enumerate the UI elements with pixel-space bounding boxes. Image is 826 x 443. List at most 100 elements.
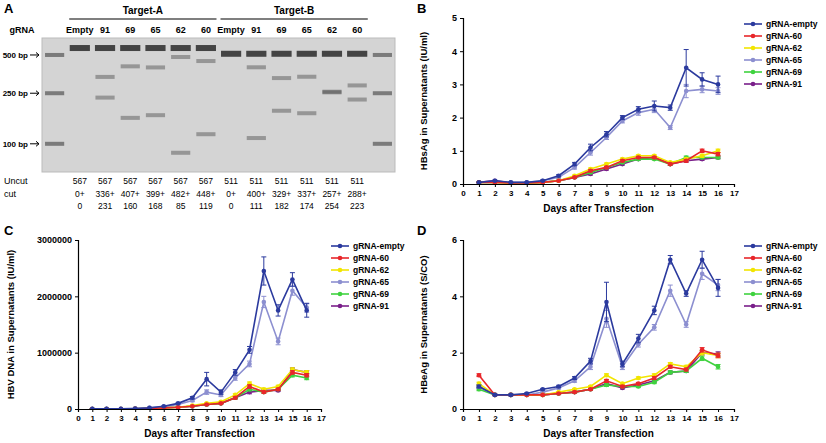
cut-band bbox=[322, 90, 341, 94]
x-tick-label: 3 bbox=[119, 414, 124, 423]
series-point bbox=[477, 384, 482, 389]
cut-size: 223 bbox=[350, 201, 364, 211]
x-tick-mark bbox=[235, 409, 236, 412]
uncut-size: 567 bbox=[73, 176, 87, 186]
uncut-band bbox=[297, 51, 317, 57]
series-point bbox=[700, 153, 705, 158]
x-tick: 13 bbox=[666, 409, 675, 423]
x-tick-mark bbox=[670, 409, 671, 412]
x-axis: 01234567891011121314151617 bbox=[461, 409, 739, 423]
series-point bbox=[620, 384, 625, 389]
series-point bbox=[540, 393, 545, 398]
error-bar bbox=[700, 348, 705, 353]
series-point bbox=[290, 370, 295, 375]
series-point bbox=[668, 370, 673, 375]
x-tick: 13 bbox=[666, 184, 675, 198]
error-bar bbox=[276, 305, 281, 316]
legend-marker bbox=[751, 34, 756, 39]
error-bar bbox=[204, 372, 209, 386]
cut-size: 174 bbox=[300, 201, 314, 211]
series-point bbox=[133, 406, 138, 409]
legend: gRNA-emptygRNA-60gRNA-62gRNA-65gRNA-69gR… bbox=[744, 19, 818, 89]
series-point bbox=[700, 257, 705, 262]
figure: A500 bp250 bp100 bpgRNAUncutcutTarget-AE… bbox=[0, 0, 826, 443]
series-point bbox=[604, 383, 609, 388]
uncut-size: 511 bbox=[300, 176, 314, 186]
x-tick-label: 4 bbox=[525, 414, 530, 423]
x-tick: 13 bbox=[260, 409, 269, 423]
x-tick: 5 bbox=[541, 409, 546, 423]
cut-size: 85 bbox=[176, 201, 186, 211]
series-point bbox=[524, 391, 529, 396]
error-bar bbox=[668, 285, 673, 296]
legend-label: gRNA-60 bbox=[766, 31, 802, 41]
y-axis-line bbox=[460, 241, 464, 410]
legend-marker bbox=[751, 244, 756, 249]
series-point bbox=[262, 390, 267, 395]
x-tick: 10 bbox=[618, 184, 627, 198]
series-point bbox=[572, 162, 577, 167]
y-tick-label: 3 bbox=[452, 80, 457, 90]
series-point bbox=[700, 356, 705, 361]
y-tick-mark bbox=[75, 409, 78, 410]
series-point bbox=[509, 181, 514, 184]
x-tick-mark bbox=[278, 409, 279, 412]
series-point bbox=[524, 181, 529, 184]
x-tick: 4 bbox=[133, 409, 138, 423]
group-label: Target-A bbox=[123, 5, 163, 16]
series-point bbox=[588, 387, 593, 392]
error-bar bbox=[276, 338, 281, 345]
x-tick-mark bbox=[495, 409, 496, 412]
series bbox=[476, 50, 720, 184]
series-point bbox=[509, 393, 514, 398]
series-point bbox=[119, 407, 124, 409]
x-tick-label: 4 bbox=[525, 189, 530, 198]
cut-size: 337+ bbox=[297, 189, 316, 199]
ladder-label: 250 bp bbox=[3, 89, 28, 98]
y-tick-label: 0 bbox=[67, 404, 72, 414]
x-tick: 9 bbox=[605, 184, 610, 198]
error-bar bbox=[233, 370, 238, 376]
error-bar bbox=[476, 374, 481, 377]
x-tick-label: 7 bbox=[573, 189, 578, 198]
series-point bbox=[636, 336, 641, 341]
x-tick: 15 bbox=[698, 409, 707, 423]
y-tick: 6 bbox=[452, 235, 463, 245]
x-tick: 10 bbox=[618, 409, 627, 423]
x-tick-label: 0 bbox=[461, 189, 466, 198]
cut-size: 160 bbox=[123, 201, 137, 211]
uncut-band bbox=[347, 51, 367, 57]
x-tick: 14 bbox=[682, 184, 691, 198]
x-tick: 12 bbox=[246, 409, 255, 423]
row-label: cut bbox=[4, 189, 17, 199]
series-point bbox=[204, 402, 209, 407]
legend-label: gRNA-69 bbox=[766, 289, 802, 299]
ladder-band bbox=[45, 91, 64, 95]
series-point bbox=[509, 180, 514, 184]
legend-label: gRNA-65 bbox=[353, 277, 389, 287]
series-point bbox=[509, 181, 514, 184]
series-line bbox=[479, 353, 718, 395]
series-point bbox=[204, 390, 209, 395]
series-point bbox=[700, 348, 705, 353]
cut-band bbox=[95, 75, 114, 79]
series-point bbox=[652, 155, 657, 160]
cut-band bbox=[171, 151, 190, 155]
series-point bbox=[493, 393, 498, 398]
y-tick-mark bbox=[460, 409, 463, 410]
x-tick-mark bbox=[307, 409, 308, 412]
x-tick-label: 7 bbox=[573, 414, 578, 423]
error-bar bbox=[588, 364, 593, 370]
error-bar bbox=[716, 353, 721, 358]
cut-size: 257+ bbox=[322, 189, 341, 199]
y-tick-mark bbox=[460, 296, 463, 297]
x-tick-label: 4 bbox=[133, 414, 138, 423]
cut-band bbox=[146, 65, 165, 69]
series-point bbox=[540, 393, 545, 398]
x-axis-title: Days after Transfection bbox=[144, 428, 255, 439]
x-tick-mark bbox=[575, 184, 576, 187]
y-tick: 4 bbox=[452, 292, 463, 302]
series-point bbox=[493, 393, 498, 398]
x-tick: 11 bbox=[232, 409, 241, 423]
series-point bbox=[147, 406, 152, 409]
